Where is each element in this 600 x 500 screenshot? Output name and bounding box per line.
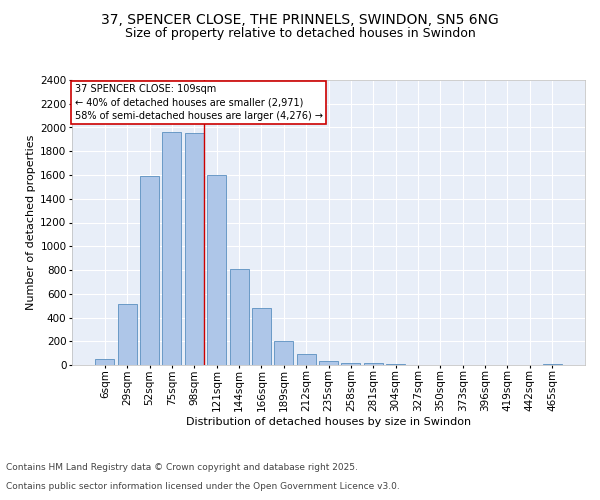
X-axis label: Distribution of detached houses by size in Swindon: Distribution of detached houses by size … <box>186 417 471 427</box>
Text: Size of property relative to detached houses in Swindon: Size of property relative to detached ho… <box>125 28 475 40</box>
Text: 37, SPENCER CLOSE, THE PRINNELS, SWINDON, SN5 6NG: 37, SPENCER CLOSE, THE PRINNELS, SWINDON… <box>101 12 499 26</box>
Bar <box>386 364 405 365</box>
Bar <box>252 308 271 365</box>
Bar <box>95 359 115 365</box>
Bar <box>296 354 316 365</box>
Bar <box>163 132 181 365</box>
Text: Contains public sector information licensed under the Open Government Licence v3: Contains public sector information licen… <box>6 482 400 491</box>
Bar <box>364 363 383 365</box>
Text: Contains HM Land Registry data © Crown copyright and database right 2025.: Contains HM Land Registry data © Crown c… <box>6 464 358 472</box>
Bar <box>140 176 159 365</box>
Bar <box>542 364 562 365</box>
Bar <box>341 362 361 365</box>
Bar <box>230 269 248 365</box>
Bar <box>207 175 226 365</box>
Text: 37 SPENCER CLOSE: 109sqm
← 40% of detached houses are smaller (2,971)
58% of sem: 37 SPENCER CLOSE: 109sqm ← 40% of detach… <box>74 84 323 120</box>
Bar <box>185 134 204 365</box>
Bar <box>274 341 293 365</box>
Y-axis label: Number of detached properties: Number of detached properties <box>26 135 36 310</box>
Bar <box>319 361 338 365</box>
Bar <box>118 304 137 365</box>
